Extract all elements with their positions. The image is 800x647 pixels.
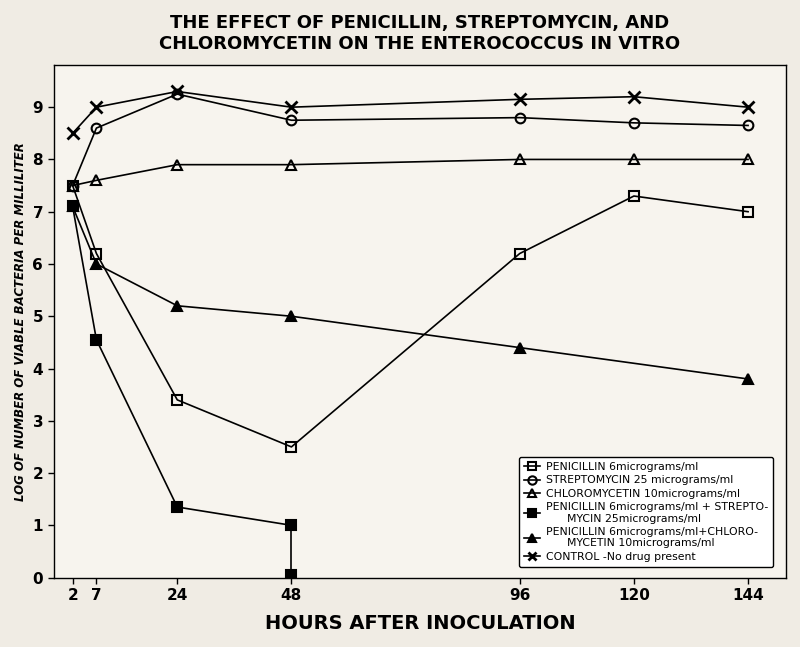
Legend: PENICILLIN 6micrograms/ml, STREPTOMYCIN 25 micrograms/ml, CHLOROMYCETIN 10microg: PENICILLIN 6micrograms/ml, STREPTOMYCIN … — [518, 457, 774, 567]
Y-axis label: LOG OF NUMBER OF VIABLE BACTERIA PER MILLILITER: LOG OF NUMBER OF VIABLE BACTERIA PER MIL… — [14, 142, 27, 501]
X-axis label: HOURS AFTER INOCULATION: HOURS AFTER INOCULATION — [265, 614, 575, 633]
Title: THE EFFECT OF PENICILLIN, STREPTOMYCIN, AND
CHLOROMYCETIN ON THE ENTEROCOCCUS IN: THE EFFECT OF PENICILLIN, STREPTOMYCIN, … — [159, 14, 681, 52]
